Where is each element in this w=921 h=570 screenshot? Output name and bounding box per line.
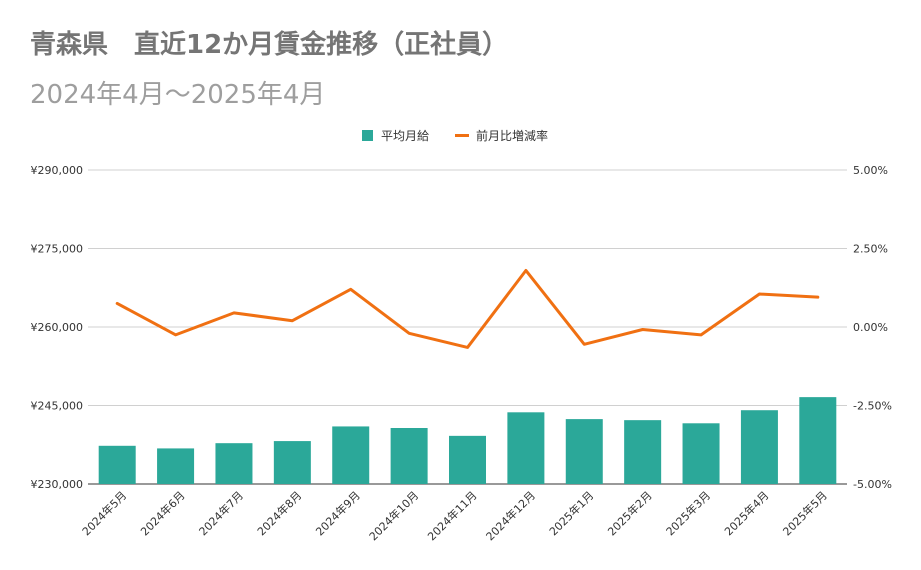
x-tick-label: 2024年7月: [196, 488, 246, 538]
bar: [449, 435, 486, 484]
bar: [273, 441, 311, 484]
y-right-tick-label: 0.00%: [853, 321, 888, 334]
bar: [98, 445, 136, 484]
bar: [507, 412, 545, 484]
y-left-tick-label: ¥245,000: [31, 400, 84, 413]
bar-series: [98, 397, 837, 484]
bar: [799, 397, 837, 484]
line-path: [115, 268, 820, 349]
bar: [624, 420, 662, 484]
y-right-tick-label: 5.00%: [853, 164, 888, 177]
y-left-tick-label: ¥230,000: [31, 478, 84, 491]
bar: [565, 419, 603, 484]
bar: [740, 410, 778, 484]
x-tick-label: 2025年3月: [663, 488, 713, 538]
chart-subtitle: 2024年4月～2025年4月: [30, 80, 326, 110]
bar: [215, 443, 253, 484]
y-left-tick-label: ¥275,000: [31, 243, 84, 256]
bar: [332, 426, 370, 484]
legend-label-line: 前月比増減率: [476, 128, 548, 143]
bar: [390, 428, 428, 484]
y-right-tick-label: -2.50%: [853, 400, 892, 413]
y-left-tick-label: ¥260,000: [31, 321, 84, 334]
x-tick-label: 2024年5月: [79, 488, 129, 538]
x-tick-label: 2024年9月: [313, 488, 363, 538]
bar: [157, 448, 195, 484]
x-tick-label: 2025年2月: [605, 488, 655, 538]
x-tick-label: 2025年1月: [546, 488, 596, 538]
y-axis-left: ¥230,000 ¥245,000 ¥260,000 ¥275,000 ¥290,000: [31, 164, 84, 491]
x-tick-label: 2024年11月: [424, 488, 479, 543]
line-series: [115, 268, 820, 349]
x-tick-label: 2025年4月: [721, 488, 771, 538]
bar: [682, 423, 720, 484]
legend-swatch-bar: [362, 130, 373, 141]
legend: 平均月給 前月比増減率: [362, 128, 548, 143]
x-tick-label: 2024年8月: [254, 488, 304, 538]
legend-label-bar: 平均月給: [381, 129, 429, 143]
x-tick-label: 2024年10月: [366, 488, 421, 543]
x-tick-label: 2024年12月: [483, 488, 538, 543]
y-axis-right: -5.00% -2.50% 0.00% 2.50% 5.00%: [853, 164, 892, 491]
legend-swatch-line: [455, 134, 469, 137]
x-tick-label: 2024年6月: [137, 488, 187, 538]
x-tick-label: 2025年5月: [780, 488, 830, 538]
x-axis: 2024年5月 2024年6月 2024年7月 2024年8月 2024年9月 2024年…: [79, 488, 830, 543]
y-right-tick-label: -5.00%: [853, 478, 892, 491]
y-left-tick-label: ¥290,000: [31, 164, 84, 177]
y-right-tick-label: 2.50%: [853, 243, 888, 256]
chart-title: 青森県 直近12か月賃金推移（正社員）: [30, 30, 509, 60]
